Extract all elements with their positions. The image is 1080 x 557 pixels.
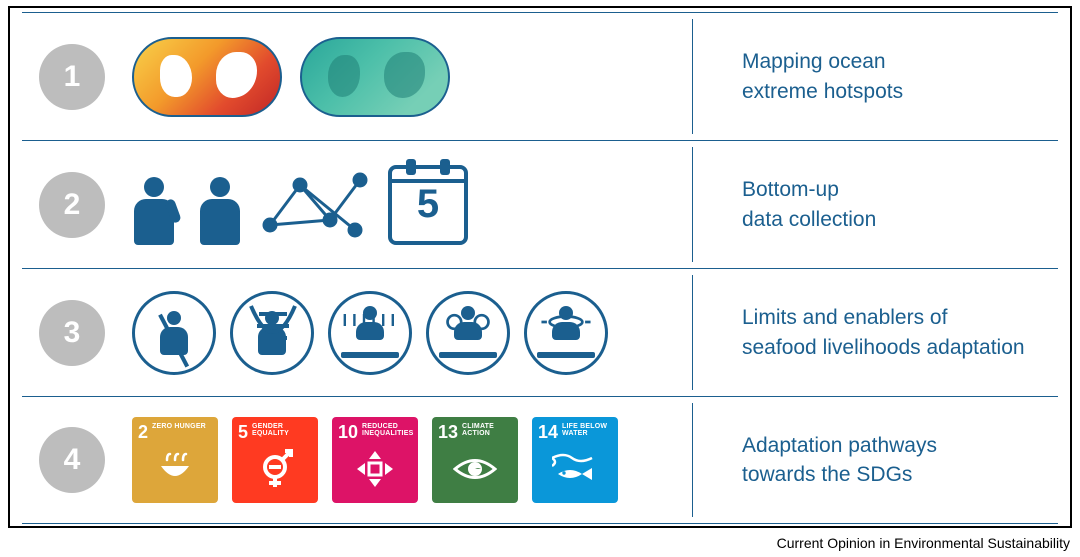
icons-row-4: 2 ZERO HUNGER 5 GENDER EQUALITY 10 REDUCED IN… bbox=[122, 417, 692, 503]
row-1: 1 Mapping ocean extreme hotspots bbox=[22, 12, 1058, 140]
figure-caption: Current Opinion in Environmental Sustain… bbox=[777, 535, 1070, 551]
sdg-tile-2: 2 ZERO HUNGER bbox=[132, 417, 218, 503]
row-1-line1: Mapping ocean bbox=[742, 50, 886, 73]
sdg-num: 2 bbox=[138, 423, 148, 441]
network-icon bbox=[260, 165, 370, 245]
number-col: 3 bbox=[22, 300, 122, 366]
row-3-text: Limits and enablers of seafood livelihoo… bbox=[692, 303, 1058, 362]
diner-icon bbox=[524, 291, 608, 375]
sdg-tile-14: 14 LIFE BELOW WATER bbox=[532, 417, 618, 503]
vertical-divider bbox=[692, 403, 693, 517]
row-3-line2: seafood livelihoods adaptation bbox=[742, 333, 1058, 362]
sdg-glyph-icon bbox=[338, 441, 412, 497]
rows-container: 1 Mapping ocean extreme hotspots 2 bbox=[22, 12, 1058, 524]
sdg-glyph-icon bbox=[138, 441, 212, 497]
globe-warm-icon bbox=[132, 37, 282, 117]
sdg-label: REDUCED INEQUALITIES bbox=[362, 423, 413, 438]
calendar-value: 5 bbox=[417, 182, 439, 227]
calendar-icon: 5 bbox=[388, 165, 468, 245]
sdg-tile-13: 13 CLIMATE ACTION bbox=[432, 417, 518, 503]
row-2-line1: Bottom-up bbox=[742, 178, 839, 201]
number-col: 2 bbox=[22, 172, 122, 238]
market-1-icon bbox=[328, 291, 412, 375]
icons-row-1 bbox=[122, 37, 692, 117]
row-2-line2: data collection bbox=[742, 205, 1058, 234]
sdg-glyph-icon bbox=[438, 441, 512, 497]
icons-row-2: 5 bbox=[122, 165, 692, 245]
market-2-icon bbox=[426, 291, 510, 375]
globe-cool-icon bbox=[300, 37, 450, 117]
sdg-tile-5: 5 GENDER EQUALITY bbox=[232, 417, 318, 503]
sdg-glyph-icon bbox=[538, 441, 612, 497]
row-4-line2: towards the SDGs bbox=[742, 460, 1058, 489]
fisher-icon bbox=[132, 291, 216, 375]
sdg-glyph-icon bbox=[238, 441, 312, 497]
sdg-label: GENDER EQUALITY bbox=[252, 423, 312, 438]
icons-row-3 bbox=[122, 291, 692, 375]
row-2: 2 5 bbox=[22, 140, 1058, 268]
step-badge-1: 1 bbox=[39, 44, 105, 110]
sdg-label: LIFE BELOW WATER bbox=[562, 423, 612, 438]
row-1-text: Mapping ocean extreme hotspots bbox=[692, 47, 1058, 106]
row-4-line1: Adaptation pathways bbox=[742, 434, 937, 457]
sdg-num: 14 bbox=[538, 423, 558, 441]
vertical-divider bbox=[692, 147, 693, 262]
step-badge-2: 2 bbox=[39, 172, 105, 238]
figure-frame: 1 Mapping ocean extreme hotspots 2 bbox=[8, 6, 1072, 528]
sdg-num: 13 bbox=[438, 423, 458, 441]
sdg-label: ZERO HUNGER bbox=[152, 423, 206, 430]
sdg-num: 10 bbox=[338, 423, 358, 441]
row-1-line2: extreme hotspots bbox=[742, 77, 1058, 106]
step-badge-4: 4 bbox=[39, 427, 105, 493]
sdg-num: 5 bbox=[238, 423, 248, 441]
number-col: 1 bbox=[22, 44, 122, 110]
row-4-text: Adaptation pathways towards the SDGs bbox=[692, 431, 1058, 490]
vertical-divider bbox=[692, 275, 693, 390]
row-4: 4 2 ZERO HUNGER 5 GENDER EQUALITY 10 REDUCED … bbox=[22, 396, 1058, 524]
sdg-tile-10: 10 REDUCED INEQUALITIES bbox=[332, 417, 418, 503]
row-3-line1: Limits and enablers of bbox=[742, 306, 947, 329]
number-col: 4 bbox=[22, 427, 122, 493]
harvester-icon bbox=[230, 291, 314, 375]
row-2-text: Bottom-up data collection bbox=[692, 175, 1058, 234]
row-3: 3 bbox=[22, 268, 1058, 396]
vertical-divider bbox=[692, 19, 693, 134]
step-badge-3: 3 bbox=[39, 300, 105, 366]
people-icon bbox=[132, 165, 242, 245]
sdg-label: CLIMATE ACTION bbox=[462, 423, 512, 438]
